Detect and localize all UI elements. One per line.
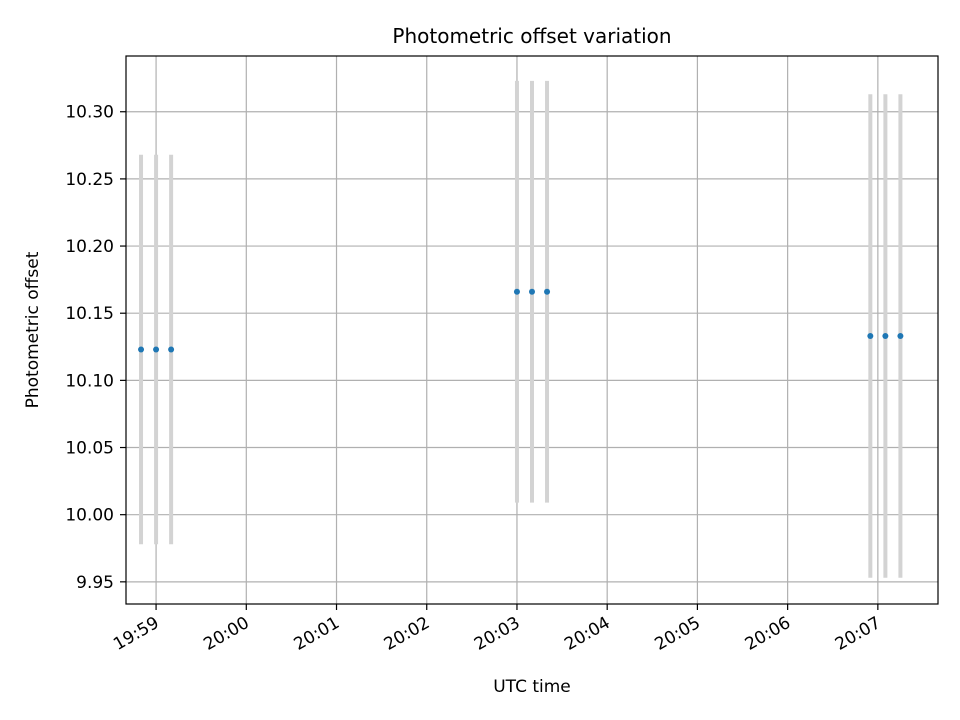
data-point — [882, 333, 889, 340]
y-tick-label: 10.25 — [65, 170, 114, 190]
y-tick-label: 10.10 — [65, 371, 114, 391]
x-tick-label: 19:59 — [110, 613, 162, 655]
x-tick-label: 20:06 — [742, 613, 794, 655]
error-bars — [139, 80, 903, 578]
y-axis-label: Photometric offset — [23, 251, 43, 408]
data-point — [544, 288, 551, 295]
data-point — [897, 333, 904, 340]
data-point — [138, 346, 145, 353]
y-tick-label: 10.00 — [65, 506, 114, 526]
x-tick-label: 20:01 — [291, 613, 343, 655]
y-tick-label: 10.15 — [65, 304, 114, 324]
data-point — [529, 288, 535, 295]
y-axis: 9.95 10.00 10.05 10.10 10.15 10.20 10.25 10.30 — [65, 103, 126, 593]
data-point — [513, 288, 520, 295]
data-point — [153, 346, 160, 353]
data-points — [138, 288, 904, 353]
data-point — [867, 333, 874, 340]
y-tick-label: 10.30 — [65, 103, 114, 123]
y-tick-label: 10.05 — [65, 439, 114, 459]
x-tick-label: 20:04 — [561, 613, 613, 655]
y-tick-label: 9.95 — [76, 573, 114, 593]
data-point — [168, 346, 175, 353]
x-tick-label: 20:05 — [651, 613, 703, 655]
chart-title: Photometric offset variation — [392, 24, 671, 48]
x-tick-label: 20:02 — [381, 613, 433, 655]
x-tick-label: 20:03 — [471, 613, 523, 655]
plot-frame — [125, 55, 939, 605]
x-tick-label: 20:00 — [200, 613, 252, 655]
x-tick-label: 20:07 — [832, 613, 884, 655]
y-tick-label: 10.20 — [65, 237, 114, 257]
x-axis: 19:59 20:00 20:01 20:02 20:03 20:04 20:05 20:06… — [110, 604, 884, 655]
x-axis-label: UTC time — [493, 677, 571, 697]
